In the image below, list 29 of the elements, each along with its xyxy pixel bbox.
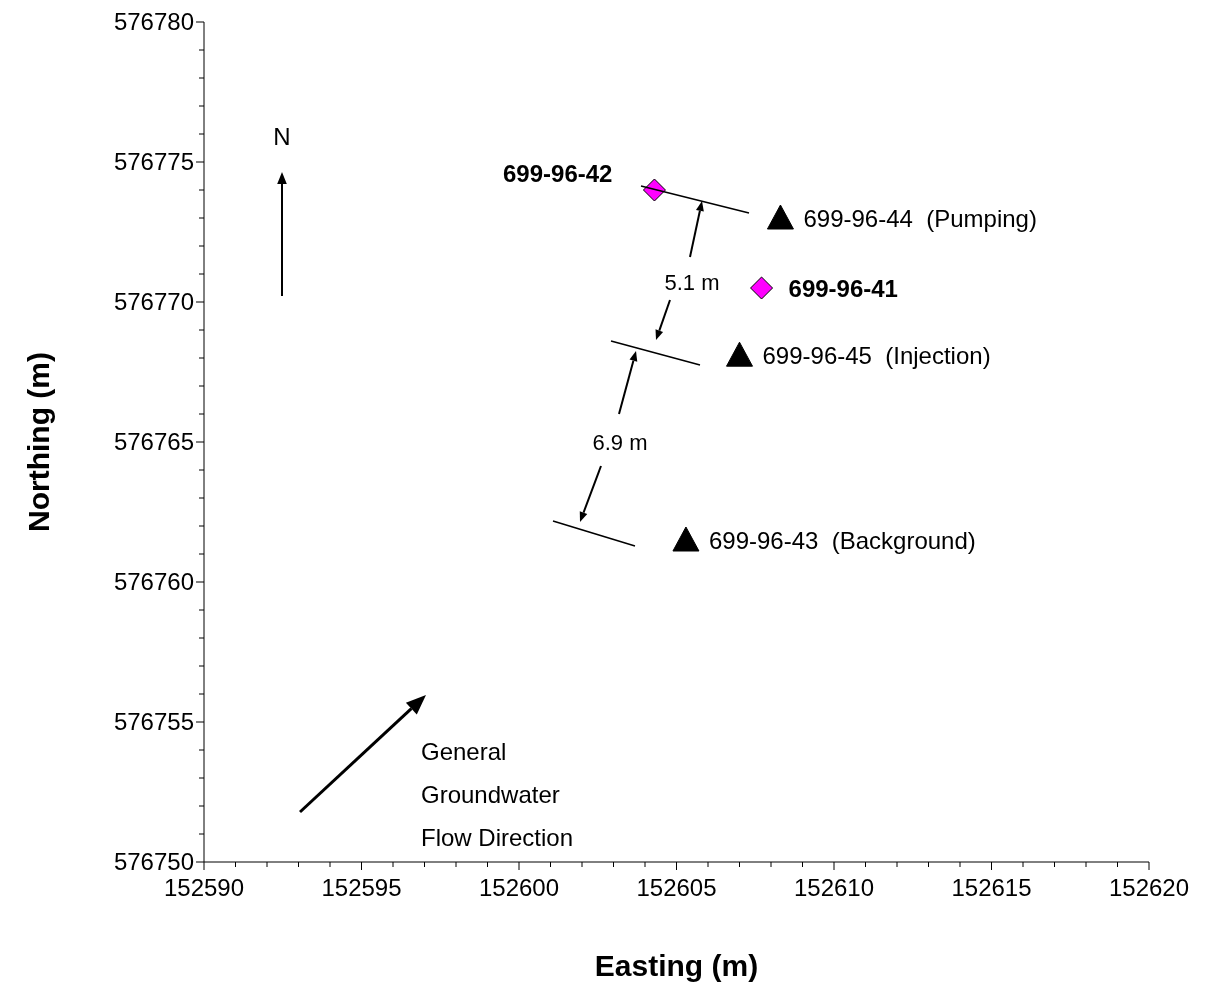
y-tick-label: 576750	[113, 848, 194, 875]
x-tick-label: 152605	[636, 874, 717, 901]
y-axis-title: Northing (m)	[21, 352, 55, 532]
y-tick-label: 576775	[113, 148, 194, 175]
annotation: 6.9 m	[592, 430, 648, 455]
y-tick-label: 576770	[113, 288, 194, 315]
data-label: 699-96-43 (Background)	[708, 527, 976, 554]
x-tick-label: 152595	[321, 874, 402, 901]
annotation: General Groundwater Flow Direction	[421, 738, 574, 851]
y-tick-label: 576765	[113, 428, 194, 455]
x-tick-label: 152590	[163, 874, 245, 901]
data-label: 699-96-44 (Pumping)	[803, 205, 1037, 232]
y-tick-label: 576780	[113, 8, 194, 35]
annotation: N	[273, 123, 291, 150]
data-label: 699-96-45 (Injection)	[762, 342, 991, 370]
point	[766, 204, 794, 230]
y-tick-label: 576760	[113, 568, 194, 595]
x-tick-label: 152615	[951, 874, 1032, 901]
x-tick-label: 152620	[1108, 874, 1190, 901]
point	[672, 526, 700, 552]
x-tick-label: 152610	[793, 874, 875, 901]
data-label: 699-96-41	[788, 275, 898, 302]
x-axis-title: Easting (m)	[594, 949, 759, 982]
point	[750, 276, 774, 300]
y-tick-label: 576755	[113, 708, 194, 735]
data-label: 699-96-42	[503, 160, 613, 187]
annotation: 5.1 m	[664, 270, 720, 295]
x-tick-label: 152600	[478, 874, 560, 901]
point	[726, 341, 753, 367]
